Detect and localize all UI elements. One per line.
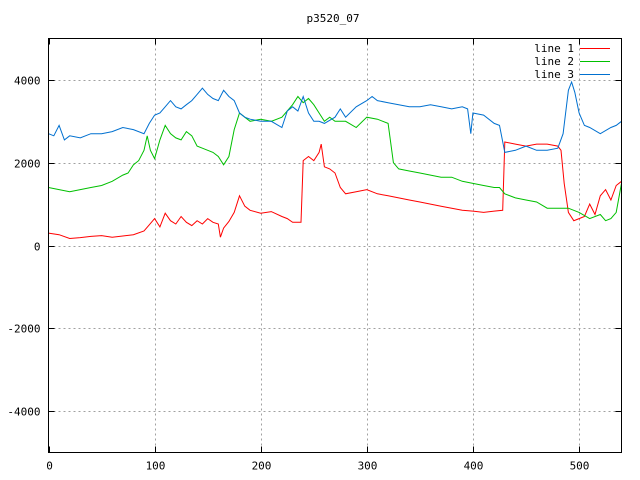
series-line-2 — [48, 95, 622, 222]
y-tick-label: 4000 — [14, 75, 41, 88]
y-tick-label: 2000 — [14, 158, 41, 171]
y-tick-label: -4000 — [7, 406, 40, 419]
y-tick-label: -2000 — [7, 323, 40, 336]
series-group — [48, 80, 622, 240]
x-tick-label: 0 — [46, 460, 53, 473]
x-tick-label: 200 — [252, 460, 272, 473]
x-tick-label: 300 — [358, 460, 378, 473]
legend-label-1: line 1 — [534, 42, 574, 55]
x-tick-label: 500 — [570, 460, 590, 473]
axis-ticks: 0 100 200 300 400 500 -4000 -2000 0 2000 4000 — [7, 38, 622, 473]
x-tick-label: 100 — [146, 460, 166, 473]
y-tick-label: 0 — [34, 241, 41, 254]
plot-frame — [48, 38, 622, 453]
chart-title: p3520_07 — [307, 12, 360, 25]
x-tick-label: 400 — [464, 460, 484, 473]
series-line-3 — [48, 80, 622, 153]
legend-label-3: line 3 — [534, 68, 574, 81]
grid-lines — [48, 38, 622, 453]
legend-label-2: line 2 — [534, 55, 574, 68]
series-line-1 — [48, 141, 622, 240]
